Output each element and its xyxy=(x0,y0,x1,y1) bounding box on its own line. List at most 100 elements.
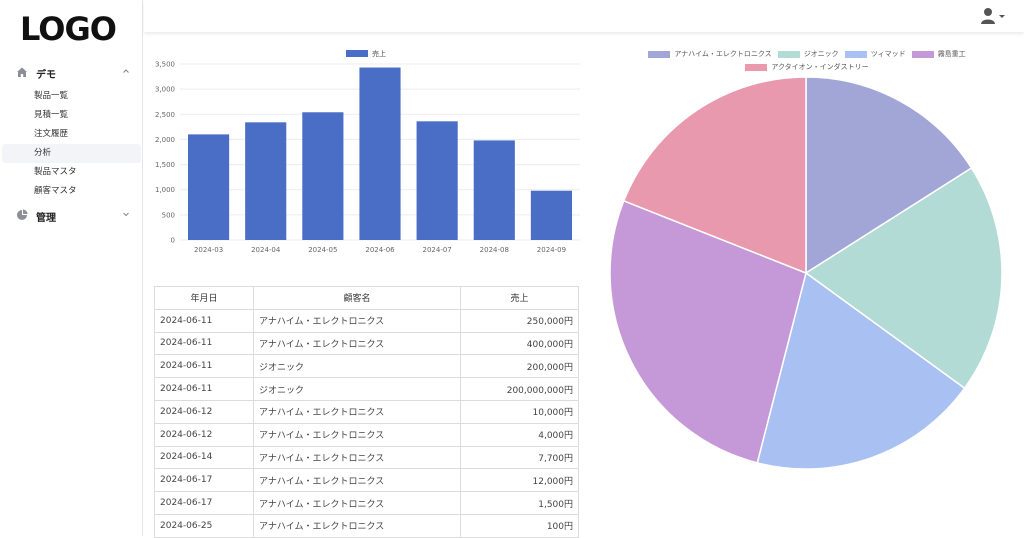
cell-sales: 12,000円 xyxy=(460,468,579,493)
sidebar-item-customer-master[interactable]: 顧客マスタ xyxy=(34,186,77,196)
bar-2024-04 xyxy=(245,122,287,240)
legend-swatch xyxy=(777,50,800,58)
y-tick-label: 3,500 xyxy=(155,61,175,69)
table-row: 2024-06-12 アナハイム・エレクトロニクス 4,000円 xyxy=(154,422,579,447)
top-bar xyxy=(144,0,1024,32)
x-tick-label: 2024-04 xyxy=(251,246,281,254)
y-tick-label: 500 xyxy=(162,211,175,219)
legend-label: 売上 xyxy=(372,49,386,58)
y-tick-label: 3,000 xyxy=(155,86,175,94)
pie-legend-item[interactable]: 霧島重工 xyxy=(911,48,966,61)
table-row: 2024-06-17 アナハイム・エレクトロニクス 12,000円 xyxy=(154,468,579,493)
chevron-up-icon xyxy=(123,69,129,73)
cell-customer: アナハイム・エレクトロニクス xyxy=(253,445,461,470)
table-header-row: 年月日 顧客名 売上 xyxy=(154,286,579,310)
pie-legend-item[interactable]: アナハイム・エレクトロニクス xyxy=(648,48,772,61)
sidebar-item-product-list[interactable]: 製品一覧 xyxy=(34,91,69,101)
cell-customer: アナハイム・エレクトロニクス xyxy=(253,491,461,515)
cell-customer: アナハイム・エレクトロニクス xyxy=(253,308,461,333)
cell-sales: 200,000円 xyxy=(460,354,579,379)
cell-sales: 400,000円 xyxy=(460,331,579,356)
cell-customer: アナハイム・エレクトロニクス xyxy=(253,422,461,447)
pie-slice-1[interactable] xyxy=(804,166,1003,390)
x-tick-label: 2024-06 xyxy=(365,246,395,254)
cell-date: 2024-06-11 xyxy=(154,308,254,333)
sidebar-item-order-history[interactable]: 注文履歴 xyxy=(34,129,69,139)
pie-slice-2[interactable] xyxy=(756,271,966,470)
legend-label: アクタイオン・インダストリー xyxy=(771,63,869,71)
home-icon xyxy=(17,67,27,77)
cell-sales: 7,700円 xyxy=(460,445,579,470)
column-header-date: 年月日 xyxy=(154,286,254,310)
cell-customer: アナハイム・エレクトロニクス xyxy=(253,513,461,538)
table-row: 2024-06-11 アナハイム・エレクトロニクス 400,000円 xyxy=(154,331,579,356)
column-header-customer: 顧客名 xyxy=(253,286,461,310)
nav-group-demo[interactable]: デモ xyxy=(0,63,143,83)
cell-sales: 200,000,000円 xyxy=(460,377,579,401)
table-row: 2024-06-11 ジオニック 200,000円 xyxy=(154,354,579,379)
cell-sales: 100円 xyxy=(460,513,579,538)
y-tick-label: 1,000 xyxy=(155,186,175,194)
y-tick-label: 2,500 xyxy=(155,111,175,119)
pie-legend: アナハイム・エレクトロニクス ジオニック ツィマッド 霧島重工アクタイオン・インダスト… xyxy=(600,48,1014,74)
nav-group-admin[interactable]: 管理 xyxy=(0,206,143,226)
x-tick-label: 2024-05 xyxy=(308,246,337,254)
logo: LOGO xyxy=(20,10,117,48)
pie-legend-item[interactable]: アクタイオン・インダストリー xyxy=(745,61,869,74)
pie-legend-item[interactable]: ジオニック xyxy=(777,48,839,61)
bar-chart: 0 500 1,000 1,500 2,000 2,500 3,000 3,500 2024-0… xyxy=(150,44,590,266)
cell-customer: アナハイム・エレクトロニクス xyxy=(253,331,461,356)
cell-sales: 4,000円 xyxy=(460,422,579,447)
bar-2024-07 xyxy=(416,121,458,240)
sidebar-item-analysis[interactable]: 分析 xyxy=(2,144,141,163)
cell-date: 2024-06-12 xyxy=(154,399,254,424)
legend-label: 霧島重工 xyxy=(937,50,966,58)
pie-chart-icon xyxy=(17,209,28,220)
legend-swatch xyxy=(648,50,671,58)
legend-label: ツィマッド xyxy=(870,50,906,58)
sidebar: LOGO デモ 製品一覧 見積一覧 注文履歴 分析 製品マスタ 顧客マスタ 管理 xyxy=(0,0,143,536)
cell-date: 2024-06-12 xyxy=(154,422,254,447)
sidebar-item-product-master[interactable]: 製品マスタ xyxy=(34,167,77,177)
pie-slice-0[interactable] xyxy=(805,76,973,275)
bar-2024-08 xyxy=(473,140,515,240)
bar-2024-05 xyxy=(302,112,344,240)
cell-sales: 1,500円 xyxy=(460,491,579,515)
x-tick-label: 2024-03 xyxy=(194,246,223,254)
cell-sales: 250,000円 xyxy=(460,308,579,333)
sidebar-item-quote-list[interactable]: 見積一覧 xyxy=(34,110,69,120)
pie-slice-4[interactable] xyxy=(622,76,807,275)
y-tick-label: 1,500 xyxy=(155,161,175,169)
table-row: 2024-06-25 アナハイム・エレクトロニクス 100円 xyxy=(154,513,579,538)
cell-date: 2024-06-25 xyxy=(154,513,254,538)
bar-2024-09 xyxy=(530,190,572,240)
user-icon xyxy=(981,8,1005,24)
bar-chart-svg: 0 500 1,000 1,500 2,000 2,500 3,000 3,500 2024-0… xyxy=(155,49,580,254)
table-row: 2024-06-12 アナハイム・エレクトロニクス 10,000円 xyxy=(154,399,579,424)
nav-group-label: デモ xyxy=(36,70,56,81)
cell-date: 2024-06-17 xyxy=(154,468,254,493)
cell-date: 2024-06-11 xyxy=(154,377,254,401)
legend-swatch xyxy=(911,50,934,58)
cell-customer: アナハイム・エレクトロニクス xyxy=(253,399,461,424)
y-tick-label: 0 xyxy=(171,237,175,245)
cell-date: 2024-06-11 xyxy=(154,331,254,356)
cell-date: 2024-06-14 xyxy=(154,445,254,470)
pie-slice-3[interactable] xyxy=(609,199,807,464)
legend-swatch xyxy=(346,50,368,57)
pie-legend-item[interactable]: ツィマッド xyxy=(844,48,906,61)
table-row: 2024-06-11 ジオニック 200,000,000円 xyxy=(154,377,579,401)
x-tick-label: 2024-09 xyxy=(537,246,566,254)
cell-customer: ジオニック xyxy=(253,377,461,401)
column-header-sales: 売上 xyxy=(460,286,579,310)
chevron-down-icon xyxy=(123,212,129,217)
legend-label: アナハイム・エレクトロニクス xyxy=(674,50,772,58)
legend-swatch xyxy=(745,63,768,71)
table-row: 2024-06-11 アナハイム・エレクトロニクス 250,000円 xyxy=(154,308,579,333)
y-tick-label: 2,000 xyxy=(155,136,175,144)
user-menu[interactable] xyxy=(980,7,1008,25)
cell-date: 2024-06-11 xyxy=(154,354,254,379)
nav-group-label: 管理 xyxy=(36,213,56,224)
x-tick-label: 2024-08 xyxy=(480,246,509,254)
legend-label: ジオニック xyxy=(803,50,839,58)
